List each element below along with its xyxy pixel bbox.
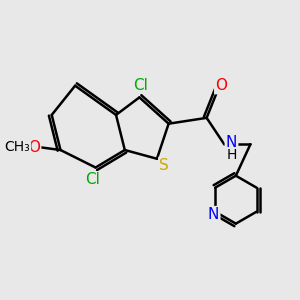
Text: S: S <box>159 158 169 173</box>
Text: Cl: Cl <box>85 172 100 187</box>
Text: N: N <box>226 135 237 150</box>
Text: O: O <box>215 78 227 93</box>
Text: H: H <box>226 148 237 162</box>
Text: CH₃: CH₃ <box>5 140 30 154</box>
Text: N: N <box>208 207 219 222</box>
Text: Cl: Cl <box>134 78 148 93</box>
Text: O: O <box>28 140 40 154</box>
